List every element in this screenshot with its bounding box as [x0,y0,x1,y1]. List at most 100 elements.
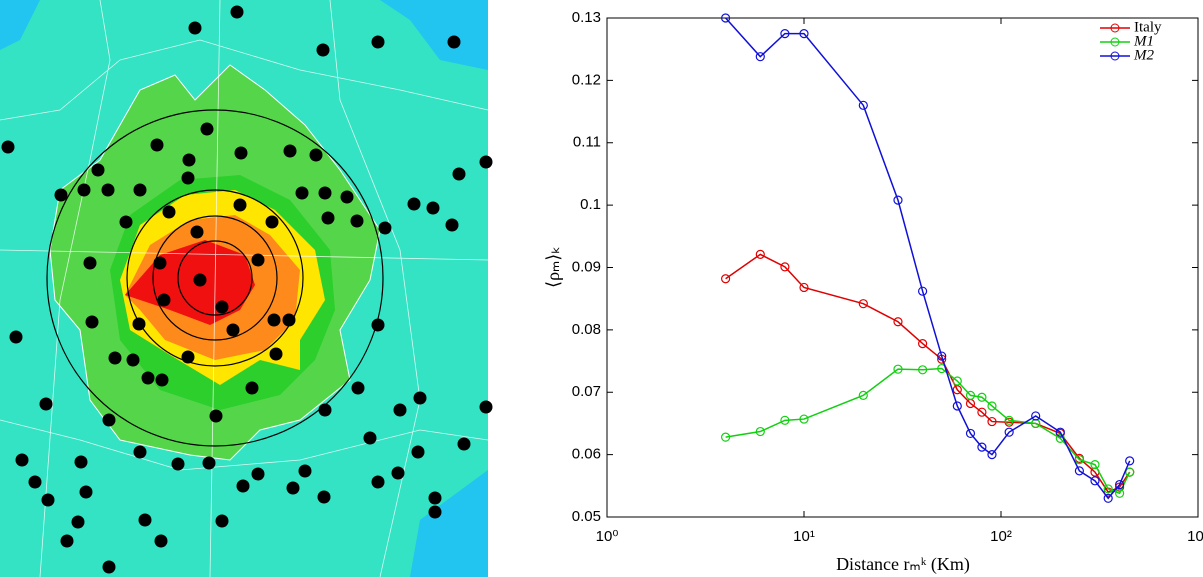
map-dot [91,163,105,177]
map-dot [102,560,116,574]
map-dot [200,122,214,136]
map-dot [77,183,91,197]
map-dot [267,313,281,327]
point [952,385,962,395]
map-dot [236,479,250,493]
map-region [0,0,40,50]
map-dot [181,350,195,364]
map-dot [452,167,466,181]
map-dot [316,43,330,57]
map-dot [350,214,364,228]
series-line [725,367,1131,495]
map-dot [295,186,309,200]
map-dot [153,256,167,270]
map-dot [282,313,296,327]
map-dot [132,317,146,331]
map-dot [133,445,147,459]
map-dot [102,413,116,427]
map-dot [85,315,99,329]
point [1055,433,1065,444]
y-tick-label: 0.11 [573,134,601,151]
map-dot [108,351,122,365]
y-tick-label: 0.1 [580,196,601,213]
map-dot [283,144,297,158]
point [987,416,997,427]
point [1090,460,1100,470]
point [755,52,765,62]
map-dot [188,21,202,35]
map-dot [28,475,42,489]
map-dot [251,253,265,267]
point [1004,427,1014,437]
map-dot [391,466,405,480]
map-dot [215,514,229,528]
legend-marker [1110,37,1120,47]
map-dot [83,256,97,270]
map-dot [202,456,216,470]
legend-label: M1 [1133,33,1154,49]
y-axis-label: ⟨ρₘ⟩ₖ [543,246,563,288]
map-dot [309,148,323,162]
map-dot [119,215,133,229]
map-dot [234,146,248,160]
x-tick-label: 10³ [1187,528,1203,545]
point [1090,476,1100,486]
map-dot [171,457,185,471]
map-dot [407,197,421,211]
point [1074,455,1084,465]
map-dot [317,490,331,504]
map-dot [182,153,196,167]
y-tick-label: 0.07 [572,383,601,400]
map-dot [60,534,74,548]
x-tick-label: 10¹ [793,528,815,545]
map-dot [428,505,442,519]
map-dot [126,353,140,367]
point [977,407,987,417]
chart: Distance rₘᵏ (Km) ⟨ρₘ⟩ₖ 0.05 0.06 0.07 0.08… [543,9,1203,575]
point [1031,411,1041,421]
point [755,426,765,437]
map-dot [9,330,23,344]
point [780,262,790,272]
point [1103,493,1113,503]
point [799,414,809,424]
map-dot [445,218,459,232]
point [965,428,976,439]
point [1115,488,1125,498]
map-dot [193,273,207,287]
map-dot [340,190,354,204]
point [977,392,987,402]
map-dot [318,186,332,200]
map-dot [41,493,55,507]
map-dot [413,391,427,405]
point [918,286,928,296]
map-dot [378,221,392,235]
point [799,282,809,293]
map-dot [79,485,93,499]
map-dot [141,371,155,385]
map-dots [1,5,493,574]
point [1055,427,1065,437]
point [780,28,790,39]
map-dot [411,445,425,459]
map-dot [74,455,88,469]
y-tick-label: 0.08 [572,321,601,338]
legend-marker [1110,23,1120,33]
point [1074,466,1084,476]
map-dot [426,201,440,215]
x-tick-label: 10⁰ [596,528,619,545]
map-dot [162,205,176,219]
map-dot [371,318,385,332]
map-dot [265,215,279,229]
map-dot [138,513,152,527]
map-dot [71,515,85,529]
map-dot [157,293,171,307]
map-dot [457,437,471,451]
point [987,450,997,460]
point [893,317,903,327]
map-dot [230,5,244,19]
point [858,299,868,309]
legend-label: M2 [1133,47,1154,63]
map-dot [1,140,15,154]
